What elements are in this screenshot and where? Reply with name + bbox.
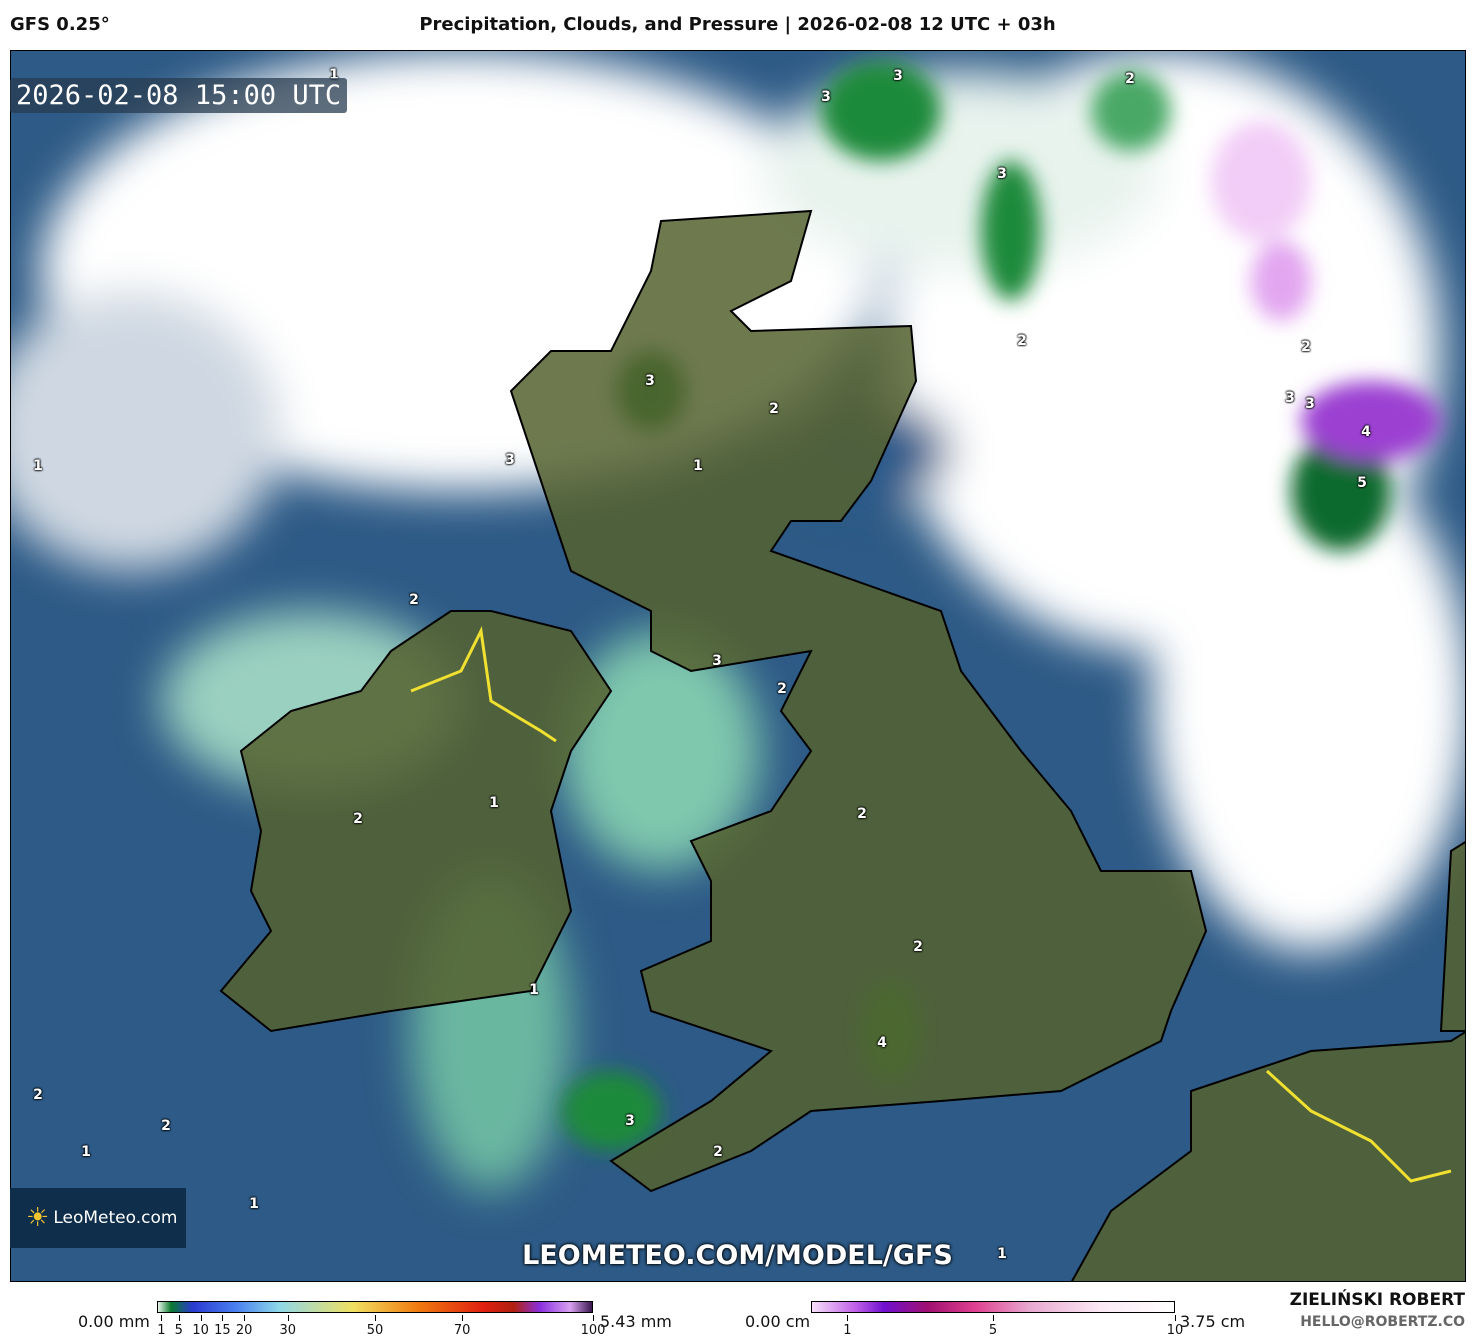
legend-tick-label: 15: [214, 1323, 231, 1338]
chart-title: Precipitation, Clouds, and Pressure | 20…: [419, 14, 1056, 35]
precip-label: 1: [249, 1196, 259, 1212]
precip-label: 4: [1361, 424, 1371, 440]
legend-tick-mark: [375, 1315, 376, 1321]
precip-label: 3: [1285, 390, 1295, 406]
precip-label: 1: [81, 1144, 91, 1160]
legend-tick-label: 5: [988, 1323, 998, 1338]
precip-label: 3: [821, 89, 831, 105]
weather-map: 1 3 3 2 3 2 3 1 3 2 1 2 3 3 4 5 2 3 2 1 …: [10, 50, 1466, 1282]
legend-tick-mark: [593, 1315, 594, 1321]
legend-tick-mark: [1175, 1315, 1176, 1321]
land-layer: [219, 209, 1465, 1281]
precip-label: 1: [529, 982, 539, 998]
precip-label: 3: [505, 452, 515, 468]
precip-label: 4: [877, 1035, 887, 1051]
precip-label: 2: [857, 806, 867, 822]
author-email: HELLO@ROBERTZ.CO: [1300, 1314, 1465, 1330]
precip-label: 2: [1125, 71, 1135, 87]
precip-label: 2: [777, 681, 787, 697]
snow-colorbar: [811, 1301, 1175, 1313]
legend-tick-label: 50: [366, 1323, 384, 1338]
legend-tick-label: 1: [157, 1323, 166, 1338]
legend-tick-label: 20: [235, 1323, 253, 1338]
leometeo-logo[interactable]: ☀ LeoMeteo.com: [10, 1188, 186, 1248]
precip-legend-max: 5.43 mm: [600, 1312, 672, 1331]
legend-tick-mark: [200, 1315, 202, 1321]
precip-colorbar: [157, 1301, 593, 1313]
map-layers: [11, 51, 1465, 1281]
legend-tick-mark: [287, 1315, 289, 1321]
precip-label: 1: [997, 1246, 1007, 1262]
legend-tick-mark: [178, 1315, 180, 1321]
legend-tick-mark: [244, 1315, 246, 1321]
precip-label: 2: [409, 592, 419, 608]
precip-label: 2: [161, 1118, 171, 1134]
legend-tick-mark: [847, 1315, 849, 1321]
precip-label: 2: [353, 811, 363, 827]
precip-legend-min: 0.00 mm: [78, 1312, 150, 1331]
border-fr-be: [1265, 1069, 1452, 1183]
precip-label: 1: [693, 458, 703, 474]
precip-label: 3: [712, 653, 722, 669]
snow-legend-min: 0.00 cm: [745, 1312, 811, 1331]
precip-label: 2: [713, 1144, 723, 1160]
legend-tick-label: 70: [453, 1323, 471, 1338]
precip-label: 3: [997, 166, 1007, 182]
valid-time-badge: 2026-02-08 15:00 UTC: [10, 78, 348, 113]
precip-label: 2: [769, 401, 779, 417]
precip-label: 2: [33, 1087, 43, 1103]
model-name: GFS 0.25°: [10, 14, 110, 35]
sun-icon: ☀: [26, 1203, 50, 1233]
legend-tick-label: 100: [580, 1323, 606, 1338]
precip-label: 2: [1301, 339, 1311, 355]
legend-tick-mark: [462, 1315, 464, 1321]
legend-tick-mark: [161, 1315, 163, 1321]
legend-tick-label: 5: [174, 1323, 183, 1338]
precip-label: 1: [329, 67, 339, 83]
precip-label: 3: [645, 373, 655, 389]
precip-label: 3: [1305, 396, 1315, 412]
precip-label: 3: [625, 1113, 635, 1129]
legend-tick-label: 10: [1166, 1323, 1184, 1338]
precip-label: 3: [893, 68, 903, 84]
logo-text: LeoMeteo.com: [53, 1208, 178, 1228]
author-name: ZIELIŃSKI ROBERT: [1289, 1290, 1465, 1310]
snow-legend-max: 3.75 cm: [1180, 1312, 1246, 1331]
watermark-url: LEOMETEO.COM/MODEL/GFS: [522, 1240, 953, 1271]
legend-tick-label: 1: [843, 1323, 852, 1338]
legend-tick-label: 10: [192, 1323, 209, 1338]
precip-label: 1: [33, 458, 43, 474]
precip-label: 2: [1017, 333, 1027, 349]
precip-label: 5: [1357, 475, 1367, 491]
legend-tick-mark: [993, 1315, 994, 1321]
legend-tick-mark: [222, 1315, 224, 1321]
legend-tick-label: 30: [279, 1323, 297, 1338]
precip-label: 1: [489, 795, 499, 811]
precip-label: 2: [913, 939, 923, 955]
border-ni: [410, 626, 557, 743]
